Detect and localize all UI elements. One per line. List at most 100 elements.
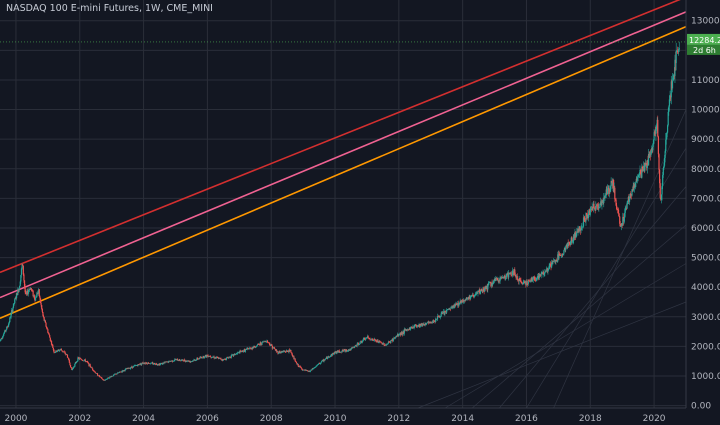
candle-body bbox=[404, 329, 407, 330]
candle-body bbox=[161, 363, 163, 365]
candle-body bbox=[28, 290, 30, 292]
candle-body bbox=[578, 229, 580, 232]
candle-body bbox=[548, 265, 550, 269]
candle-body bbox=[470, 295, 472, 299]
candle-body bbox=[654, 132, 656, 134]
candle-body bbox=[319, 362, 321, 364]
candle-body bbox=[505, 278, 507, 280]
candle-body bbox=[166, 361, 169, 363]
candle-body bbox=[368, 338, 370, 339]
candle-body bbox=[95, 372, 97, 374]
candle-body bbox=[26, 290, 28, 294]
candle-body bbox=[447, 308, 450, 310]
candle-body bbox=[514, 269, 516, 275]
fan-line bbox=[553, 109, 687, 409]
candle-body bbox=[408, 329, 410, 331]
candle-body bbox=[339, 352, 341, 353]
candle-body bbox=[424, 324, 426, 326]
candle-body bbox=[243, 349, 245, 352]
candle-body bbox=[138, 364, 140, 365]
candle-body bbox=[225, 359, 227, 361]
candle-body bbox=[557, 254, 559, 259]
trendlines[interactable] bbox=[0, 0, 687, 320]
candle-body bbox=[453, 305, 455, 308]
candle-body bbox=[138, 364, 140, 365]
candle-body bbox=[357, 342, 359, 344]
candle-body bbox=[54, 352, 56, 353]
candle-body bbox=[622, 216, 624, 226]
candle-body bbox=[342, 349, 344, 351]
candle-body bbox=[217, 357, 220, 359]
candle-body bbox=[207, 355, 209, 357]
candle-body bbox=[620, 223, 623, 227]
candle-body bbox=[254, 346, 256, 348]
candle-body bbox=[139, 363, 142, 365]
candle-body bbox=[449, 308, 451, 310]
candle-body bbox=[317, 364, 320, 365]
candle-body bbox=[186, 361, 188, 362]
candle-body bbox=[200, 357, 202, 358]
candle-body bbox=[595, 206, 597, 211]
candle-body bbox=[477, 291, 479, 294]
candle-body bbox=[178, 359, 180, 361]
candle-body bbox=[47, 332, 50, 334]
trendline[interactable] bbox=[0, 25, 687, 320]
candle-body bbox=[381, 342, 383, 345]
candle-body bbox=[179, 359, 181, 361]
trendline[interactable] bbox=[0, 11, 687, 299]
candle-body bbox=[427, 322, 429, 323]
candle-body bbox=[274, 348, 276, 350]
y-tick-label: 1000.00 bbox=[691, 372, 720, 382]
candle-body bbox=[359, 341, 361, 345]
candle-body bbox=[316, 364, 318, 366]
candle-body bbox=[473, 295, 475, 297]
candle-body bbox=[428, 322, 430, 323]
candle-body bbox=[385, 344, 387, 346]
candle-body bbox=[122, 370, 124, 372]
candle-body bbox=[187, 360, 189, 362]
candle-body bbox=[393, 337, 396, 339]
candle-body bbox=[38, 289, 40, 291]
candle-body bbox=[602, 200, 604, 204]
candle-body bbox=[98, 375, 100, 376]
candle-body bbox=[20, 274, 22, 282]
candle-body bbox=[511, 275, 513, 276]
candle-body bbox=[215, 357, 217, 358]
candle-body bbox=[395, 336, 397, 337]
candle-body bbox=[142, 363, 145, 364]
candle-body bbox=[509, 273, 511, 274]
candle-body bbox=[69, 362, 71, 366]
candle-body bbox=[586, 214, 588, 216]
candle-body bbox=[638, 175, 640, 176]
candle-body bbox=[595, 204, 598, 207]
candle-body bbox=[582, 217, 585, 227]
candle-body bbox=[308, 370, 310, 372]
candle-body bbox=[500, 277, 502, 279]
candle-body bbox=[251, 348, 253, 349]
candle-body bbox=[321, 360, 323, 362]
candle-body bbox=[435, 318, 437, 322]
candle-body bbox=[185, 360, 188, 362]
candle-body bbox=[12, 307, 14, 312]
candle-body bbox=[544, 270, 547, 272]
candle-body bbox=[303, 369, 305, 371]
candle-body bbox=[140, 363, 142, 365]
candle-body bbox=[574, 232, 576, 239]
candle-body bbox=[27, 291, 29, 295]
candle-body bbox=[79, 358, 81, 360]
candle-body bbox=[367, 336, 369, 338]
candle-body bbox=[480, 289, 482, 292]
candle-body bbox=[530, 280, 532, 282]
candle-body bbox=[223, 359, 225, 360]
candle-body bbox=[115, 373, 117, 375]
candle-body bbox=[592, 206, 594, 209]
candle-body bbox=[525, 282, 527, 286]
candle-body bbox=[379, 340, 381, 342]
candle-body bbox=[77, 357, 80, 359]
candle-body bbox=[348, 349, 350, 351]
trendline[interactable] bbox=[0, 0, 686, 274]
candle-body bbox=[633, 185, 635, 189]
candle-body bbox=[98, 375, 101, 377]
